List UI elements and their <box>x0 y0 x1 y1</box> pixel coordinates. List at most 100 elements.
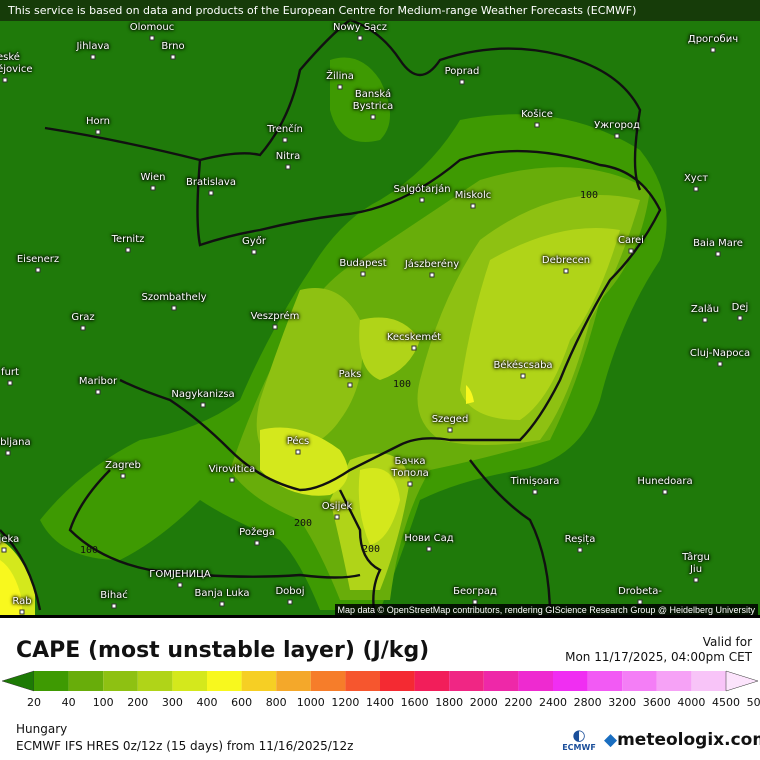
scale-tick-label: 1000 <box>296 696 325 709</box>
city-label: Timișoara <box>510 476 560 487</box>
city-marker <box>254 540 260 546</box>
city-label: Bihać <box>100 590 128 601</box>
city-marker <box>563 268 569 274</box>
contour-label: 100 <box>580 190 599 201</box>
city-marker <box>95 389 101 395</box>
city-marker <box>5 450 11 456</box>
scale-swatch <box>380 671 415 691</box>
city-marker <box>717 361 723 367</box>
ecmwf-logo-icon: ◐ <box>572 726 586 744</box>
scale-swatch <box>518 671 553 691</box>
scale-swatch <box>310 671 346 691</box>
city-marker <box>347 382 353 388</box>
scale-swatch <box>449 671 484 691</box>
city-label: Žilina <box>326 71 354 82</box>
city-marker <box>370 114 376 120</box>
city-label: Wien <box>140 172 166 183</box>
city-marker <box>419 197 425 203</box>
city-label: Poprad <box>444 66 480 77</box>
city-marker <box>120 473 126 479</box>
city-label: Београд <box>453 586 497 597</box>
city-marker <box>7 380 13 386</box>
scale-tick-label: 1200 <box>331 696 360 709</box>
city-marker <box>90 54 96 60</box>
scale-swatch <box>34 671 69 691</box>
scale-tick-label: 40 <box>61 696 76 709</box>
city-marker <box>360 271 366 277</box>
city-marker <box>520 373 526 379</box>
scale-swatch <box>276 671 311 691</box>
city-label: Osijek <box>321 501 353 512</box>
scale-tick-label: 200 <box>127 696 149 709</box>
city-label: Miskolc <box>454 190 492 201</box>
city-label: Olomouc <box>129 22 175 33</box>
city-marker <box>285 164 291 170</box>
scale-swatch <box>622 671 657 691</box>
valid-time: Mon 11/17/2025, 04:00pm CET <box>565 650 752 664</box>
city-label: Nagykanizsa <box>171 389 235 400</box>
scale-tick-label: 300 <box>161 696 183 709</box>
scale-tick-label: 4000 <box>677 696 706 709</box>
cape-map[interactable]: Olomouc Nowy Sącz Jihlava Brno České Budějov… <box>0 0 760 617</box>
scale-arrow-high <box>725 670 759 692</box>
city-label: České Budějovice <box>0 52 33 75</box>
scale-swatch <box>483 671 519 691</box>
city-label: Rab <box>12 596 32 607</box>
map-attribution: Map data © OpenStreetMap contributors, r… <box>334 604 758 617</box>
city-label: Jászberény <box>404 259 460 270</box>
city-marker <box>614 133 620 139</box>
city-marker <box>251 249 257 255</box>
city-marker <box>470 203 476 209</box>
city-marker <box>429 272 435 278</box>
city-label: Košice <box>521 109 553 120</box>
city-label: furt <box>1 367 19 378</box>
color-scale-bar <box>1 670 759 692</box>
meteologix-drop-icon: ◆ <box>604 730 618 750</box>
scale-swatch <box>587 671 623 691</box>
scale-swatch <box>172 671 207 691</box>
meteologix-logo[interactable]: ◆meteologix.com <box>604 730 760 750</box>
meteologix-brand: meteologix.com <box>617 730 760 750</box>
city-label: Бачка Топола <box>391 456 429 479</box>
model-run-info: ECMWF IFS HRES 0z/12z (15 days) from 11/… <box>16 739 354 753</box>
scale-tick-label: 1600 <box>400 696 429 709</box>
city-marker <box>447 427 453 433</box>
city-label: Târgu Jiu <box>682 552 710 575</box>
ecmwf-logo: ◐ ECMWF <box>560 727 598 752</box>
city-marker <box>737 315 743 321</box>
city-label: Budapest <box>339 258 387 269</box>
city-label: Cluj-Napoca <box>689 348 751 359</box>
city-label: Ljubljana <box>0 437 31 448</box>
city-label: Banská Bystrica <box>352 89 394 112</box>
city-label: Carei <box>618 235 644 246</box>
city-label: Дрогобич <box>687 34 739 45</box>
contour-label: 200 <box>294 518 313 529</box>
city-label: Doboj <box>275 586 305 597</box>
city-label: Pécs <box>286 436 310 447</box>
city-label: Debrecen <box>541 255 591 266</box>
ecmwf-logo-text: ECMWF <box>562 743 596 752</box>
city-marker <box>219 601 225 607</box>
city-label: Hunedoara <box>637 476 693 487</box>
city-label: Zalău <box>690 304 720 315</box>
city-marker <box>337 84 343 90</box>
city-label: Szombathely <box>141 292 207 303</box>
city-marker <box>295 449 301 455</box>
city-label: Хуст <box>683 173 709 184</box>
contour-label: 200 <box>362 544 381 555</box>
city-marker <box>715 251 721 257</box>
scale-tick-label: 600 <box>231 696 253 709</box>
city-marker <box>407 481 413 487</box>
city-marker <box>35 267 41 273</box>
scale-tick-label: 100 <box>92 696 114 709</box>
city-marker <box>171 305 177 311</box>
scale-tick-label: 5000 <box>746 696 760 709</box>
city-marker <box>208 190 214 196</box>
scale-tick-label: 1800 <box>435 696 464 709</box>
city-marker <box>662 489 668 495</box>
city-marker <box>710 47 716 53</box>
city-label: Paks <box>338 369 362 380</box>
city-marker <box>693 577 699 583</box>
city-label: Drobeta- <box>618 586 662 597</box>
city-label: Salgótarján <box>393 184 451 195</box>
